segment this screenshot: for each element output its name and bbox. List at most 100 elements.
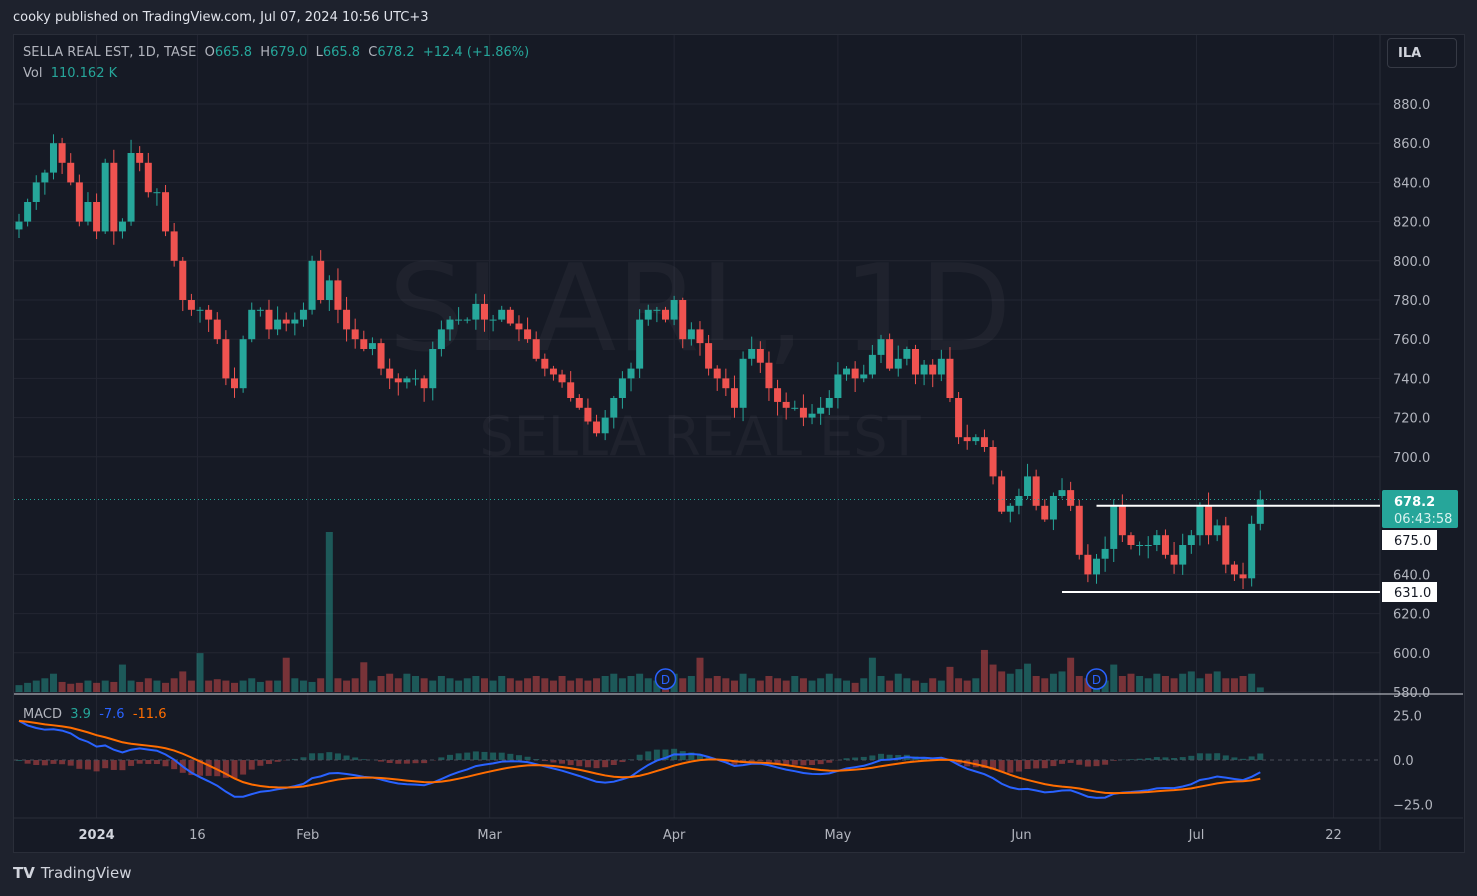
level-tag bbox=[1382, 530, 1437, 550]
dividend-circle bbox=[654, 668, 677, 690]
currency-button[interactable]: ILA bbox=[1387, 38, 1457, 68]
volume-bar bbox=[1179, 673, 1187, 692]
candle-body bbox=[1161, 535, 1169, 555]
volume-bar bbox=[118, 664, 126, 692]
macd-histogram-bar bbox=[438, 757, 445, 760]
change-value: +12.4 (+1.86%) bbox=[422, 45, 530, 60]
volume-bar bbox=[248, 678, 256, 692]
volume-bar bbox=[49, 673, 57, 692]
price-tick-label: 720.0 bbox=[1393, 412, 1430, 427]
macd-tick-label: 25.0 bbox=[1393, 710, 1422, 725]
macd-histogram-bar bbox=[309, 753, 316, 760]
macd-histogram-bar bbox=[783, 760, 790, 765]
volume-bar bbox=[886, 680, 894, 692]
macd-histogram-bar bbox=[395, 760, 402, 764]
volume-bar bbox=[205, 680, 213, 692]
candle-body bbox=[1101, 548, 1109, 559]
time-tick-label: 16 bbox=[189, 828, 206, 843]
dividend-marker: D bbox=[1085, 668, 1108, 690]
chart-frame[interactable] bbox=[13, 34, 1465, 853]
volume-bar bbox=[317, 678, 325, 692]
open-label: O bbox=[204, 45, 215, 60]
macd-histogram-bar bbox=[102, 760, 109, 769]
volume-bar bbox=[1205, 673, 1213, 692]
macd-histogram-bar bbox=[240, 760, 247, 775]
macd-histogram-bar bbox=[791, 760, 798, 765]
volume-bar bbox=[1153, 673, 1161, 692]
candle-body bbox=[730, 388, 738, 408]
volume-bar bbox=[1110, 664, 1118, 692]
candle-body bbox=[1136, 545, 1144, 546]
candle-body bbox=[584, 407, 592, 422]
macd-histogram-bar bbox=[119, 760, 126, 771]
candle-body bbox=[1058, 490, 1066, 496]
candle-body bbox=[325, 280, 333, 300]
candle-body bbox=[412, 378, 420, 380]
macd-histogram-bar bbox=[774, 760, 781, 764]
volume-bar bbox=[1041, 678, 1049, 692]
volume-bar bbox=[851, 682, 859, 692]
macd-histogram-bar bbox=[515, 755, 522, 760]
volume-bar bbox=[360, 662, 368, 692]
symbol-name[interactable]: SELLA REAL EST, 1D, TASE bbox=[23, 45, 197, 60]
candle-body bbox=[1205, 505, 1213, 536]
macd-histogram-bar bbox=[507, 753, 514, 760]
candle-body bbox=[67, 162, 75, 183]
volume-bar bbox=[636, 673, 644, 692]
macd-histogram-bar bbox=[162, 760, 169, 767]
candle-body bbox=[162, 192, 170, 232]
candle-body bbox=[480, 303, 488, 320]
level-tag bbox=[1382, 582, 1437, 602]
volume-bar bbox=[213, 679, 221, 692]
candle-body bbox=[1093, 558, 1100, 575]
macd-histogram-bar bbox=[222, 760, 229, 778]
macd-histogram-bar bbox=[645, 751, 652, 760]
macd-histogram-bar bbox=[602, 760, 609, 768]
volume-bar bbox=[696, 657, 704, 692]
volume-bar bbox=[110, 681, 118, 692]
volume-bar bbox=[1006, 673, 1014, 692]
macd-histogram-bar bbox=[464, 752, 471, 760]
candle-body bbox=[1196, 505, 1204, 536]
time-tick-label: Mar bbox=[477, 828, 502, 843]
volume-bar bbox=[506, 678, 514, 692]
volume-bar bbox=[282, 657, 290, 692]
macd-histogram-bar bbox=[541, 760, 548, 762]
time-tick-label: Apr bbox=[663, 828, 686, 843]
macd-histogram-bar bbox=[722, 760, 729, 763]
volume-bar bbox=[687, 676, 695, 692]
candle-body bbox=[911, 349, 919, 375]
candle-body bbox=[1015, 496, 1023, 506]
macd-histogram-bar bbox=[1076, 760, 1083, 765]
volume-bar bbox=[713, 676, 721, 692]
price-tick-label: 700.0 bbox=[1393, 451, 1430, 466]
candle-body bbox=[825, 398, 833, 408]
candle-body bbox=[498, 309, 506, 320]
candle-body bbox=[765, 362, 773, 389]
volume-bar bbox=[627, 676, 635, 692]
candle-body bbox=[256, 309, 264, 311]
candle-body bbox=[1239, 574, 1247, 579]
volume-bar bbox=[963, 680, 971, 692]
candle-body bbox=[1041, 505, 1049, 520]
candle-body bbox=[929, 364, 937, 375]
candle-body bbox=[877, 339, 885, 355]
macd-histogram-bar bbox=[231, 760, 238, 779]
candle-body bbox=[110, 162, 118, 232]
macd-histogram-bar bbox=[593, 760, 600, 769]
macd-histogram-bar bbox=[800, 760, 807, 766]
volume-bar bbox=[308, 681, 316, 692]
candle-body bbox=[1067, 490, 1075, 506]
volume-bar bbox=[1248, 673, 1256, 692]
macd-label[interactable]: MACD bbox=[23, 707, 62, 722]
volume-bar bbox=[799, 678, 807, 692]
volume-bar bbox=[239, 680, 247, 692]
macd-histogram-bar bbox=[490, 752, 497, 760]
tradingview-logo[interactable]: TV TradingView bbox=[13, 864, 131, 882]
candle-body bbox=[972, 437, 980, 442]
macd-histogram-bar bbox=[550, 760, 557, 763]
price-tick-label: 760.0 bbox=[1393, 333, 1430, 348]
volume-bar bbox=[1058, 671, 1066, 692]
macd-histogram-bar bbox=[214, 760, 221, 777]
